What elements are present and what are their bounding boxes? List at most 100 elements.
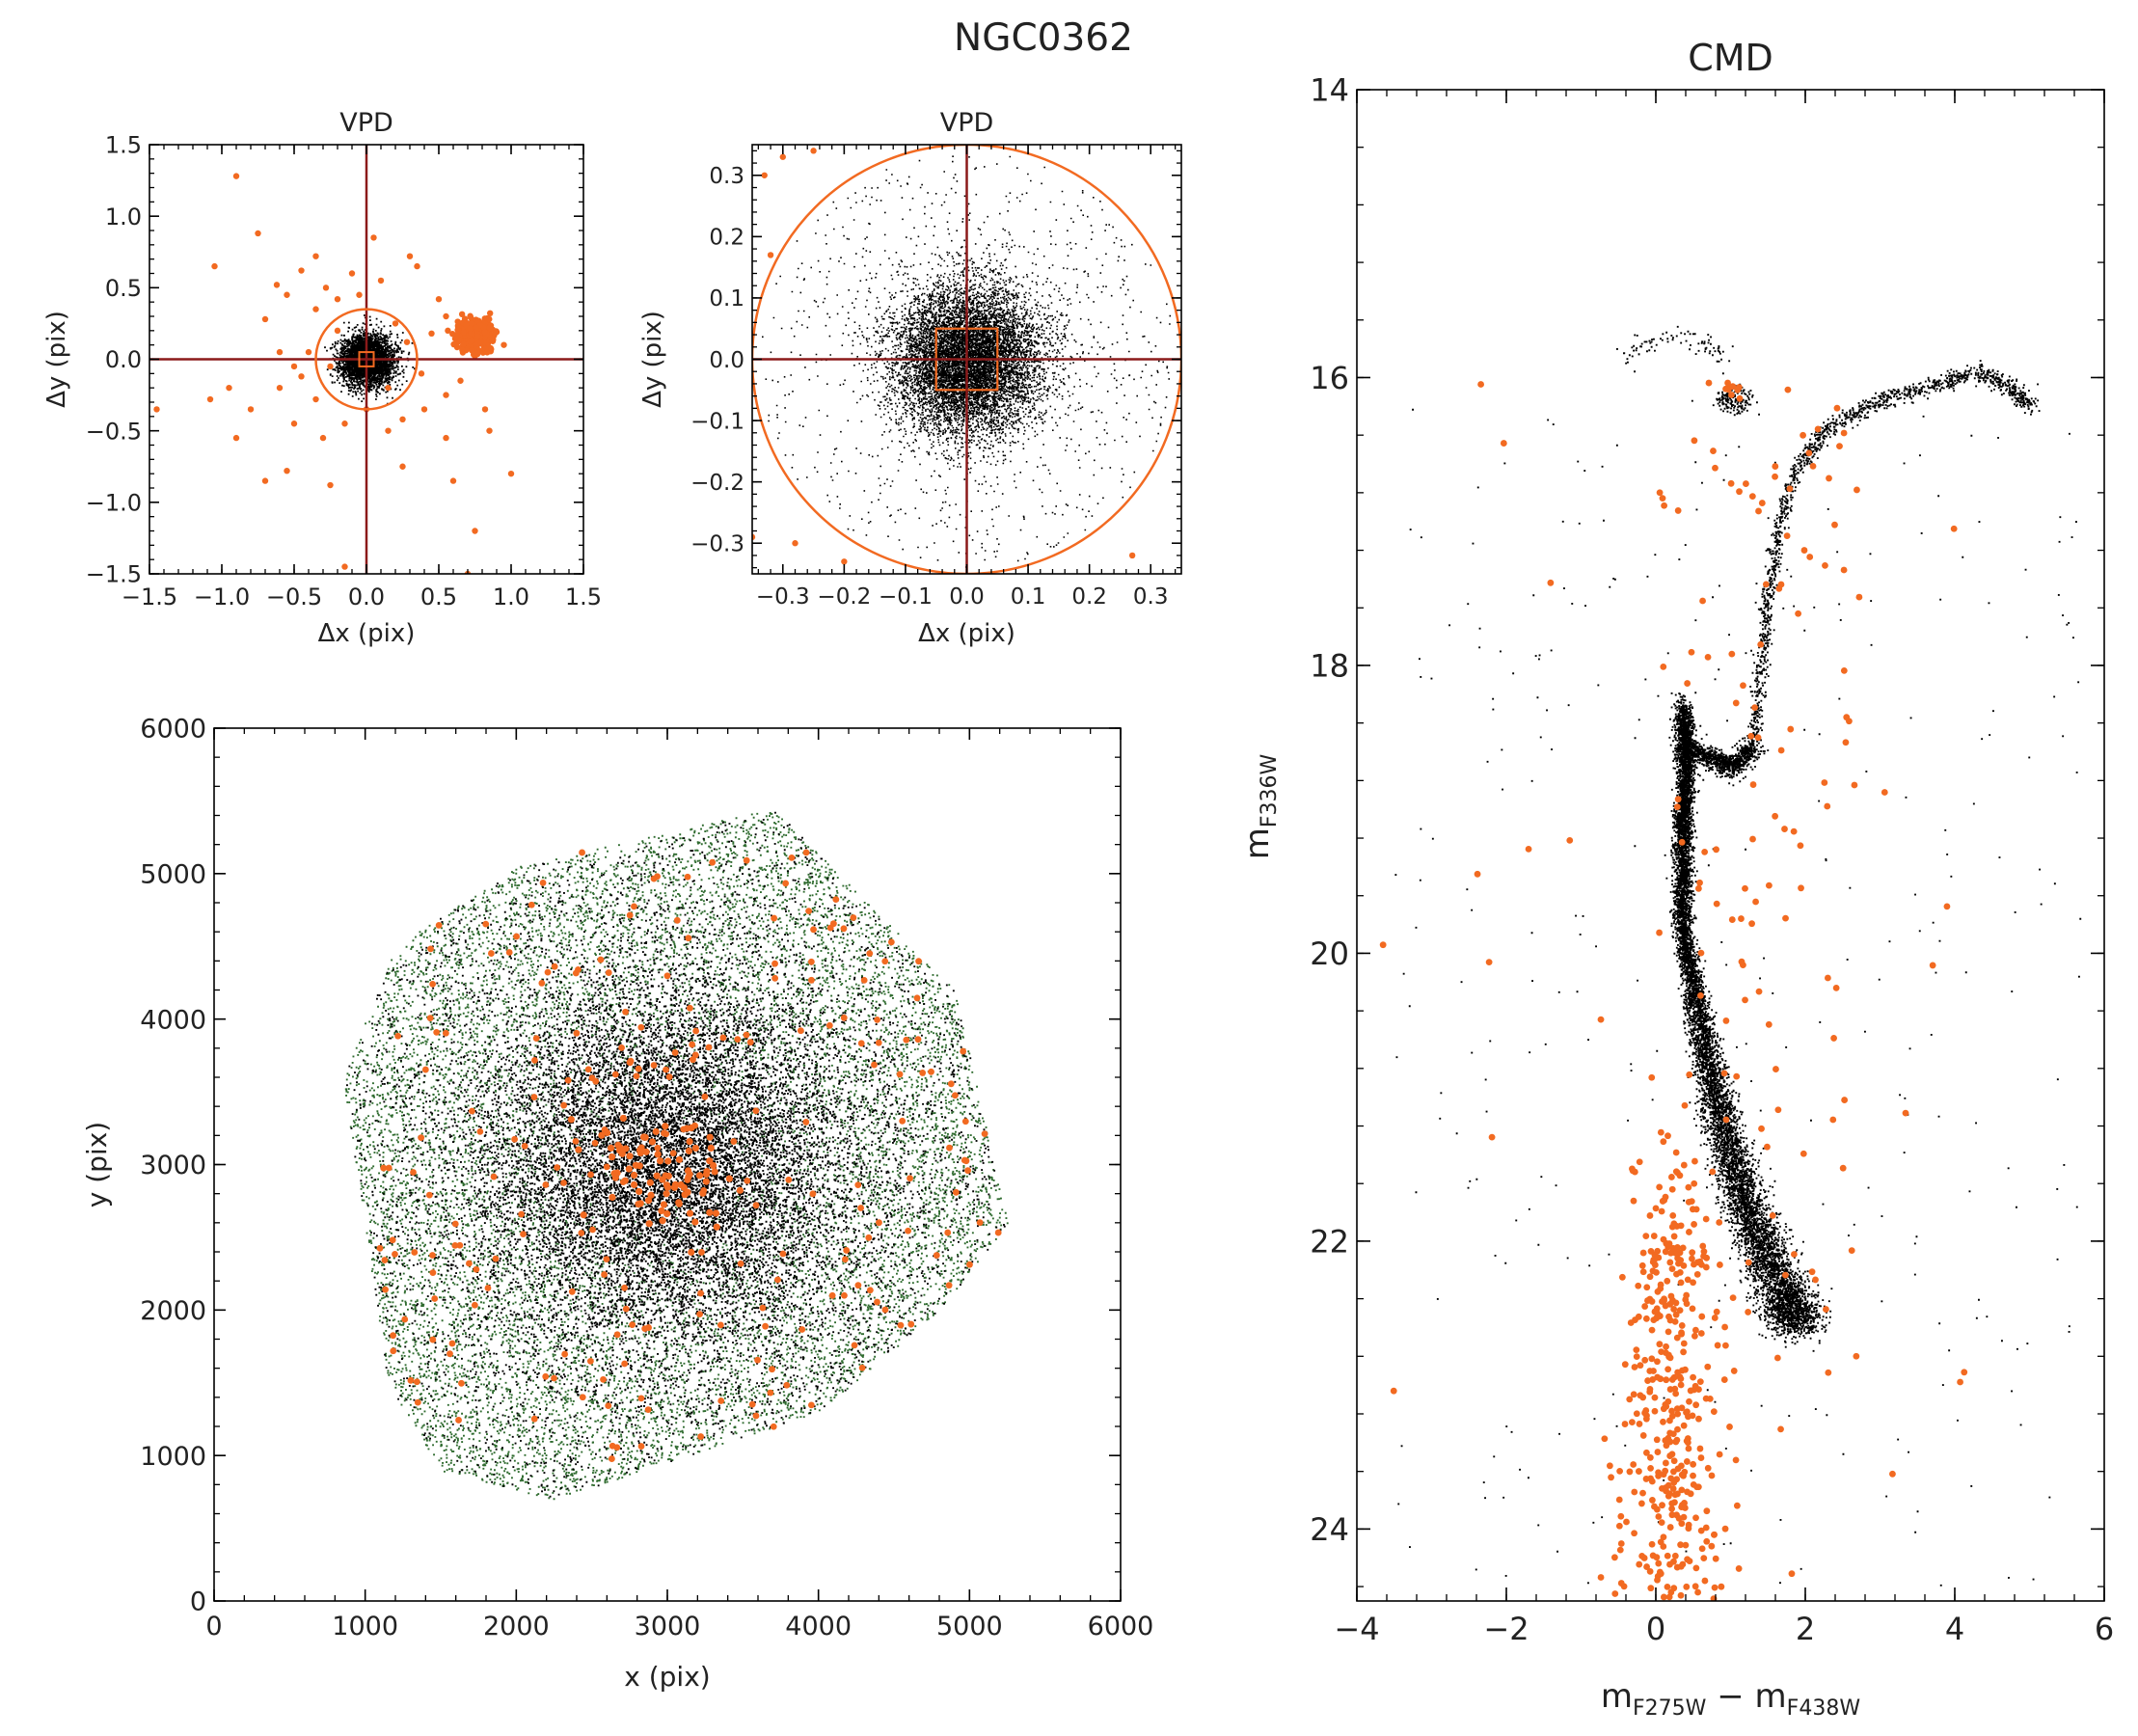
field-clump-point — [483, 349, 491, 356]
rejected-point — [663, 1209, 671, 1218]
rejected-point — [435, 922, 443, 929]
rejected-point — [871, 1061, 878, 1069]
rejected-point — [1682, 1541, 1690, 1549]
rejected-point — [426, 1015, 434, 1021]
rejected-point — [843, 1247, 851, 1254]
rejected-point — [1690, 1472, 1696, 1479]
rejected-point — [1929, 962, 1936, 969]
rejected-point — [1677, 1381, 1685, 1389]
rejected-point — [1700, 1248, 1708, 1256]
rejected-point — [1659, 1198, 1666, 1205]
rejected-point — [1648, 1540, 1656, 1548]
rejected-point — [1711, 1584, 1719, 1591]
rejected-point — [1671, 1317, 1679, 1325]
rejected-point — [762, 1322, 770, 1330]
rejected-point — [609, 1455, 615, 1462]
rejected-point — [622, 1145, 630, 1153]
rejected-point — [579, 849, 585, 856]
rejected-point — [1684, 1488, 1691, 1496]
rejected-point — [1733, 1502, 1741, 1509]
x-tick-label: 4 — [1945, 1611, 1964, 1647]
rejected-point — [1641, 1356, 1649, 1364]
rejected-point — [1694, 1588, 1701, 1596]
rejected-point — [1656, 1568, 1664, 1576]
y-tick-label: 3000 — [140, 1151, 206, 1180]
rejected-point — [1654, 1288, 1662, 1295]
rejected-point — [1638, 1552, 1646, 1560]
rejected-point — [1670, 1558, 1677, 1565]
rejected-point — [385, 1164, 392, 1172]
rejected-point — [1728, 650, 1736, 658]
rejected-point — [1718, 1583, 1725, 1590]
rejected-point — [1617, 1580, 1625, 1587]
rejected-point — [1716, 1451, 1723, 1458]
rejected-point — [966, 1261, 973, 1268]
rejected-point — [1390, 1387, 1397, 1395]
rejected-point — [528, 901, 535, 909]
rejected-point — [1617, 1512, 1625, 1520]
rejected-point — [1732, 699, 1740, 707]
rejected-point — [1691, 1332, 1698, 1340]
rejected-point — [429, 1252, 436, 1259]
rejected-point — [1672, 1249, 1679, 1257]
field-clump-point — [449, 331, 456, 338]
rejected-point — [1485, 959, 1493, 966]
rejected-point — [1677, 1279, 1685, 1287]
rejected-point — [663, 1181, 670, 1189]
rejected-point — [698, 1249, 705, 1256]
rejected-point — [578, 1230, 585, 1236]
rejected-point — [1671, 1499, 1678, 1506]
rejected-point — [276, 348, 284, 356]
rejected-point — [153, 406, 160, 413]
rejected-point — [654, 1144, 662, 1152]
rejected-point — [1685, 1183, 1692, 1191]
rejected-point — [1790, 1251, 1798, 1258]
rejected-point — [427, 945, 434, 953]
rejected-point — [429, 1336, 437, 1343]
rejected-point — [1500, 440, 1507, 447]
rejected-point — [457, 377, 464, 384]
rejected-point — [1855, 593, 1863, 601]
x-tick-label: −2 — [1483, 1611, 1529, 1647]
rejected-point — [1670, 1468, 1677, 1476]
rejected-point — [1765, 1020, 1773, 1028]
rejected-point — [851, 1342, 858, 1349]
rejected-point — [1672, 1438, 1680, 1446]
rejected-point — [435, 296, 443, 303]
rejected-point — [1648, 1073, 1656, 1081]
rejected-point — [1702, 1215, 1710, 1223]
rejected-point — [1525, 845, 1532, 853]
rejected-point — [652, 1127, 660, 1135]
rejected-point — [1829, 1116, 1837, 1124]
rejected-point — [841, 1256, 849, 1263]
rejected-point — [425, 1191, 433, 1199]
rejected-point — [1812, 1276, 1819, 1284]
rejected-point — [1653, 1305, 1661, 1313]
rejected-point — [1823, 1306, 1829, 1313]
rejected-point — [1657, 1375, 1664, 1383]
x-axis-label: x (pix) — [624, 1661, 710, 1693]
rejected-point — [1642, 1233, 1650, 1239]
rejected-point — [1808, 1268, 1816, 1276]
rejected-point — [609, 1442, 616, 1450]
rejected-point — [1724, 386, 1732, 393]
rejected-point — [857, 1205, 865, 1211]
rejected-point — [1749, 835, 1756, 843]
rejected-point — [621, 1360, 629, 1368]
rejected-point — [1786, 485, 1794, 493]
rejected-point — [1643, 1563, 1650, 1570]
rejected-point — [1805, 449, 1813, 457]
plot-area — [752, 145, 1181, 574]
rejected-point — [881, 958, 889, 965]
rejected-point — [1651, 1251, 1659, 1259]
rejected-point — [575, 1146, 582, 1153]
rejected-point — [907, 1175, 913, 1182]
rejected-point — [809, 1190, 817, 1198]
y-tick-label: 16 — [1310, 360, 1349, 396]
field-clump-point — [467, 313, 474, 321]
rejected-point — [1784, 386, 1792, 393]
rejected-point — [1657, 1538, 1664, 1546]
rejected-point — [621, 1177, 629, 1184]
